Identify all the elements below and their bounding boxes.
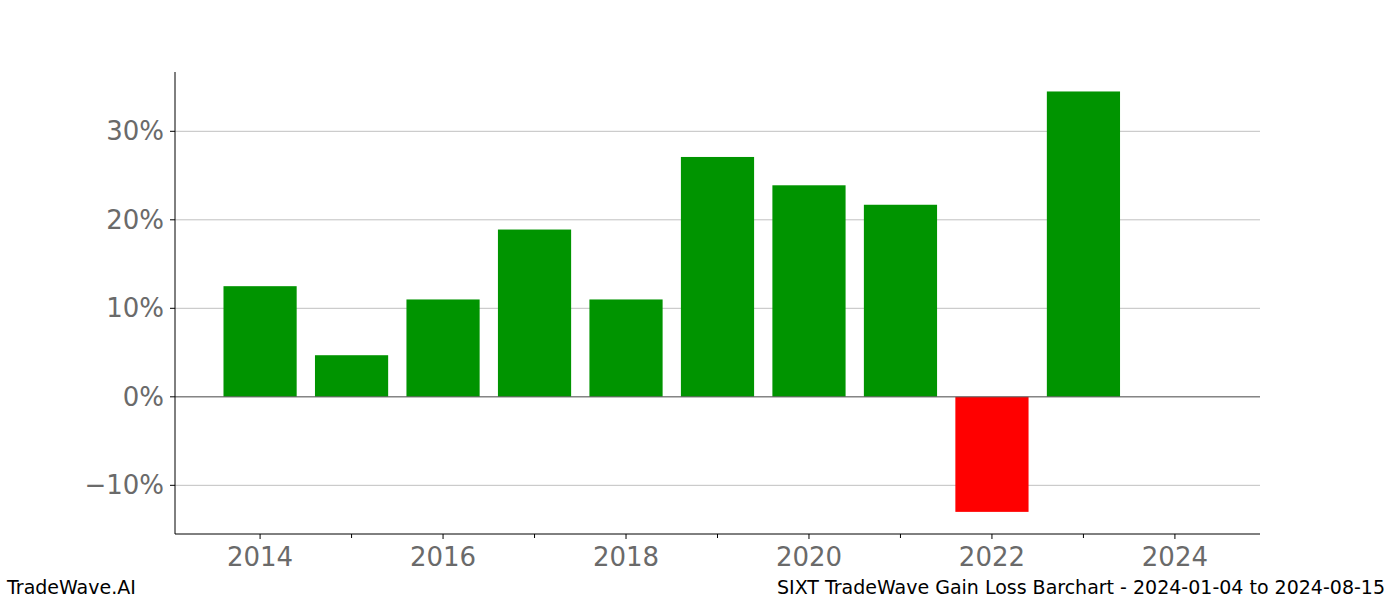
grid-line <box>175 396 1260 397</box>
bar <box>864 205 937 397</box>
bar <box>955 397 1028 512</box>
y-tick <box>170 485 175 486</box>
bar <box>772 185 845 397</box>
x-axis <box>175 534 1260 535</box>
x-tick <box>1174 534 1175 539</box>
x-tick <box>626 534 627 539</box>
bar <box>315 355 388 397</box>
x-tick <box>260 534 261 539</box>
x-tick <box>991 534 992 539</box>
grid-line <box>175 485 1260 486</box>
chart: −10% 0% 10% 20% 30% 2014 2016 2018 2020 2022 2024 T… <box>0 0 1400 600</box>
y-tick <box>170 219 175 220</box>
y-tick-label: 0% <box>123 382 164 412</box>
bars <box>223 91 1120 511</box>
x-tick-label: 2014 <box>227 542 293 572</box>
y-tick-label: 30% <box>106 116 164 146</box>
y-tick-label: −10% <box>84 470 164 500</box>
x-tick-label: 2016 <box>410 542 476 572</box>
bar <box>223 286 296 397</box>
x-tick-label: 2018 <box>593 542 659 572</box>
bar <box>498 230 571 397</box>
bar <box>1047 91 1120 396</box>
x-minor-tick <box>1083 534 1084 538</box>
x-tick-label: 2022 <box>959 542 1025 572</box>
x-tick-label: 2020 <box>776 542 842 572</box>
y-axis <box>175 72 176 534</box>
x-minor-tick <box>900 534 901 538</box>
x-minor-tick <box>534 534 535 538</box>
bar <box>589 299 662 396</box>
y-tick <box>170 131 175 132</box>
x-minor-tick <box>351 534 352 538</box>
x-tick <box>808 534 809 539</box>
x-tick-label: 2024 <box>1142 542 1208 572</box>
y-tick <box>170 308 175 309</box>
y-tick <box>170 396 175 397</box>
bar <box>681 157 754 397</box>
bar <box>406 299 479 396</box>
title: SIXT TradeWave Gain Loss Barchart - 2024… <box>777 576 1385 598</box>
y-tick-label: 10% <box>106 293 164 323</box>
y-tick-label: 20% <box>106 205 164 235</box>
annotation: TradeWave.AI <box>6 576 136 598</box>
x-tick <box>443 534 444 539</box>
x-minor-tick <box>717 534 718 538</box>
zero-line <box>175 396 1260 397</box>
